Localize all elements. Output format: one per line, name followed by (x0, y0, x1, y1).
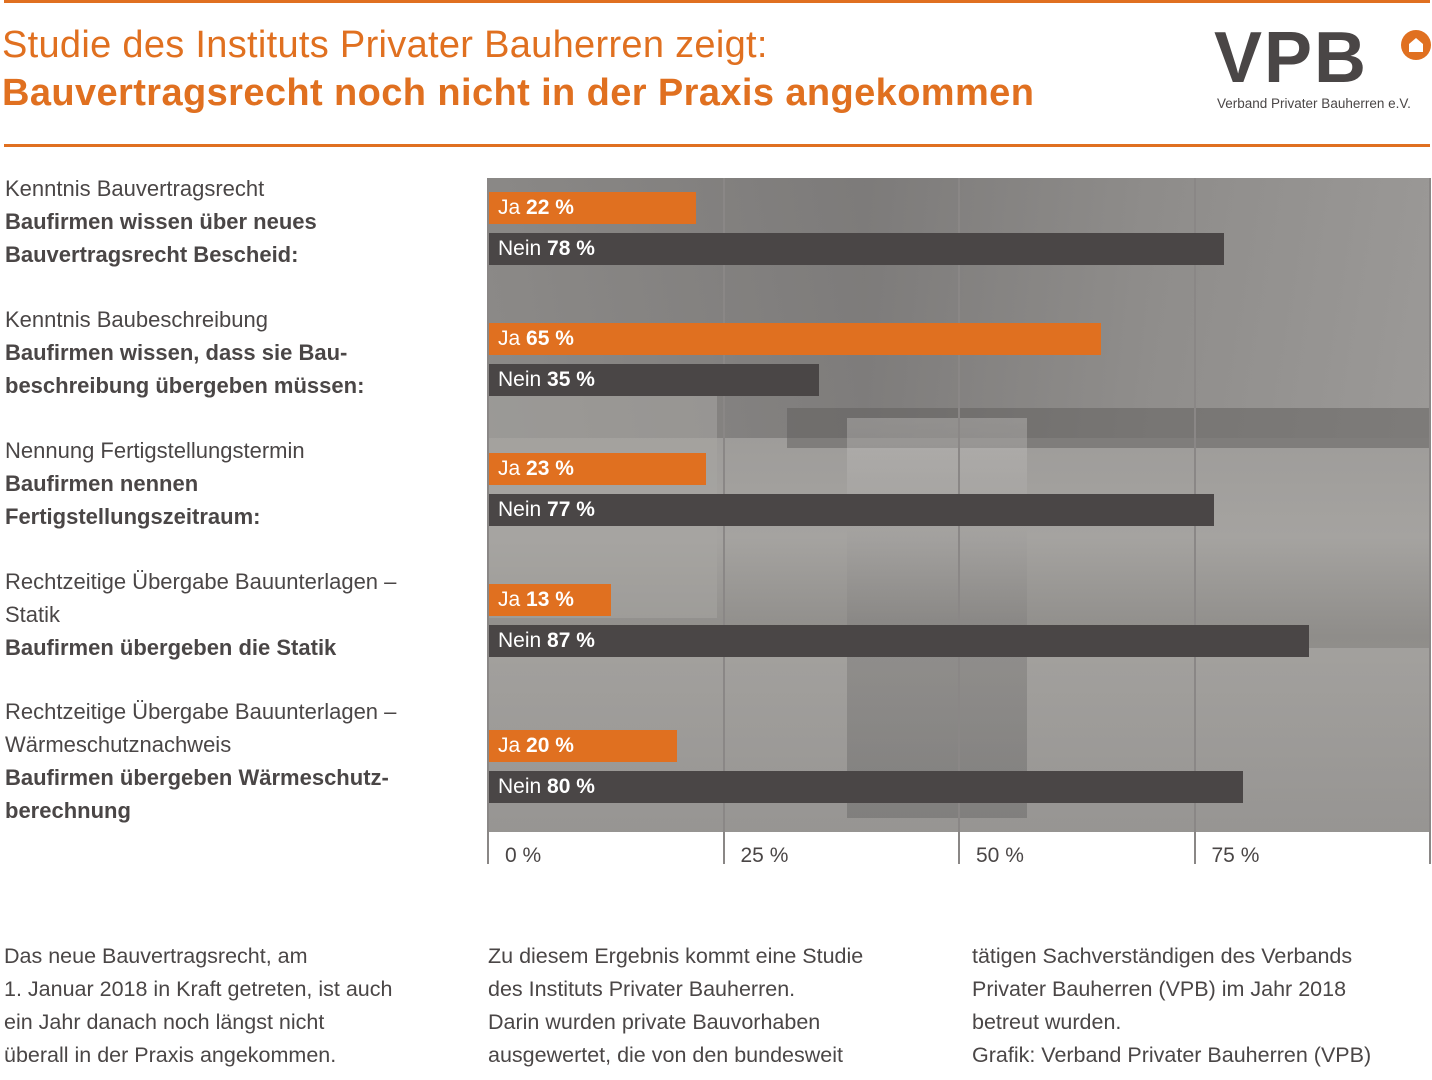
statement-label: Baufirmen nennen (5, 471, 199, 496)
group-label: Nennung Fertigstellungstermin Baufirmen … (5, 434, 305, 533)
statement-label: beschreibung übergeben müssen: (5, 373, 365, 398)
group-label: Rechtzeitige Übergabe Bauunterlagen – St… (5, 565, 396, 664)
data-label: Ja 22 % (489, 196, 574, 220)
value-label: 78 % (547, 237, 595, 260)
value-label: 20 % (526, 734, 574, 757)
footer-line: Darin wurden private Bauvorhaben (488, 1010, 821, 1034)
logo-text: VPB (1214, 18, 1369, 98)
footer-line: ein Jahr danach noch längst nicht (4, 1010, 325, 1034)
value-label: 23 % (526, 457, 574, 480)
bar-ja: Ja 65 % (489, 323, 1102, 355)
x-tick-label: 50 % (976, 844, 1024, 867)
bar-chart: Ja 22 % Nein 78 % Ja 65 % Nein 35 % Ja 23 % N… (487, 178, 1431, 867)
category-label: Wärmeschutznachweis (5, 732, 232, 757)
category-label: Statik (5, 602, 61, 627)
bar-ja: Ja 23 % (489, 453, 706, 485)
page-subtitle: Studie des Instituts Privater Bauherren … (2, 24, 768, 66)
value-label: 13 % (526, 588, 574, 611)
footer-line: Zu diesem Ergebnis kommt eine Studie (488, 944, 864, 968)
value-label: 35 % (547, 368, 595, 391)
gridline-0 (487, 178, 489, 864)
series-name: Nein (498, 237, 548, 260)
category-label: Rechtzeitige Übergabe Bauunterlagen – (5, 569, 397, 594)
statement-label: Fertigstellungszeitraum: (5, 504, 261, 529)
footer-line: betreut wurden. (972, 1010, 1122, 1034)
series-name: Nein (498, 629, 548, 652)
category-label: Rechtzeitige Übergabe Bauunterlagen – (5, 699, 397, 724)
footer-line: Das neue Bauvertragsrecht, am (4, 944, 308, 968)
header-divider (4, 144, 1430, 147)
value-label: 22 % (526, 196, 574, 219)
bar-ja: Ja 13 % (489, 584, 612, 616)
data-label: Ja 13 % (489, 588, 574, 612)
series-name: Ja (498, 734, 527, 757)
footer-column-3: tätigen Sachverständigen des Verbands Pr… (972, 940, 1371, 1072)
data-label: Nein 77 % (489, 498, 595, 522)
value-label: 77 % (547, 498, 595, 521)
house-icon (1401, 30, 1431, 60)
bar-nein: Nein 78 % (489, 233, 1224, 265)
series-name: Ja (498, 457, 527, 480)
group-label: Kenntnis Baubeschreibung Baufirmen wisse… (5, 303, 364, 402)
bar-nein: Nein 80 % (489, 771, 1243, 803)
group-label: Kenntnis Bauvertragsrecht Baufirmen wiss… (5, 172, 317, 271)
series-name: Ja (498, 327, 527, 350)
footer-column-2: Zu diesem Ergebnis kommt eine Studie des… (488, 940, 863, 1072)
category-label: Kenntnis Bauvertragsrecht (5, 176, 265, 201)
data-label: Nein 87 % (489, 629, 595, 653)
x-tick-label: 25 % (740, 844, 789, 867)
series-name: Nein (498, 498, 548, 521)
bar-ja: Ja 22 % (489, 192, 697, 224)
data-label: Ja 23 % (489, 457, 574, 481)
value-label: 65 % (526, 327, 574, 350)
bar-nein: Nein 77 % (489, 494, 1215, 526)
footer-line: ausgewertet, die von den bundesweit (488, 1043, 843, 1067)
statement-label: Bauvertragsrecht Bescheid: (5, 242, 299, 267)
series-name: Ja (498, 196, 527, 219)
footer-line: 1. Januar 2018 in Kraft getreten, ist au… (4, 977, 393, 1001)
footer-line: überall in der Praxis angekommen. (4, 1043, 337, 1067)
statement-label: Baufirmen wissen über neues (5, 209, 317, 234)
page-title: Bauvertragsrecht noch nicht in der Praxi… (2, 72, 1035, 114)
series-name: Nein (498, 368, 548, 391)
group-label: Rechtzeitige Übergabe Bauunterlagen – Wä… (5, 695, 396, 827)
category-label: Kenntnis Baubeschreibung (5, 307, 268, 332)
footer-line: tätigen Sachverständigen des Verbands (972, 944, 1353, 968)
statement-label: Baufirmen wissen, dass sie Bau- (5, 340, 348, 365)
value-label: 87 % (547, 629, 595, 652)
data-label: Nein 35 % (489, 368, 595, 392)
data-label: Nein 78 % (489, 237, 595, 261)
top-divider (4, 0, 1430, 3)
statement-label: Baufirmen übergeben die Statik (5, 635, 337, 660)
footer-column-1: Das neue Bauvertragsrecht, am 1. Januar … (4, 940, 392, 1072)
logo-subtitle: Verband Privater Bauherren e.V. (1217, 96, 1411, 111)
vpb-logo: VPB Verband Privater Bauherren e.V. (1214, 22, 1431, 116)
value-label: 80 % (547, 775, 595, 798)
bar-nein: Nein 87 % (489, 625, 1309, 657)
statement-label: Baufirmen übergeben Wärmeschutz- (5, 765, 389, 790)
category-label: Nennung Fertigstellungstermin (5, 438, 305, 463)
x-tick-label: 0 % (505, 844, 542, 867)
data-label: Ja 20 % (489, 734, 574, 758)
series-name: Nein (498, 775, 548, 798)
footer-line: Grafik: Verband Privater Bauherren (VPB) (972, 1043, 1372, 1067)
bar-ja: Ja 20 % (489, 730, 678, 762)
footer-line: Privater Bauherren (VPB) im Jahr 2018 (972, 977, 1347, 1001)
series-name: Ja (498, 588, 527, 611)
data-label: Nein 80 % (489, 775, 595, 799)
statement-label: berechnung (5, 798, 131, 823)
gridline-100 (1429, 178, 1431, 864)
bar-nein: Nein 35 % (489, 364, 819, 396)
data-label: Ja 65 % (489, 327, 574, 351)
x-tick-label: 75 % (1211, 844, 1260, 867)
footer-line: des Instituts Privater Bauherren. (488, 977, 796, 1001)
